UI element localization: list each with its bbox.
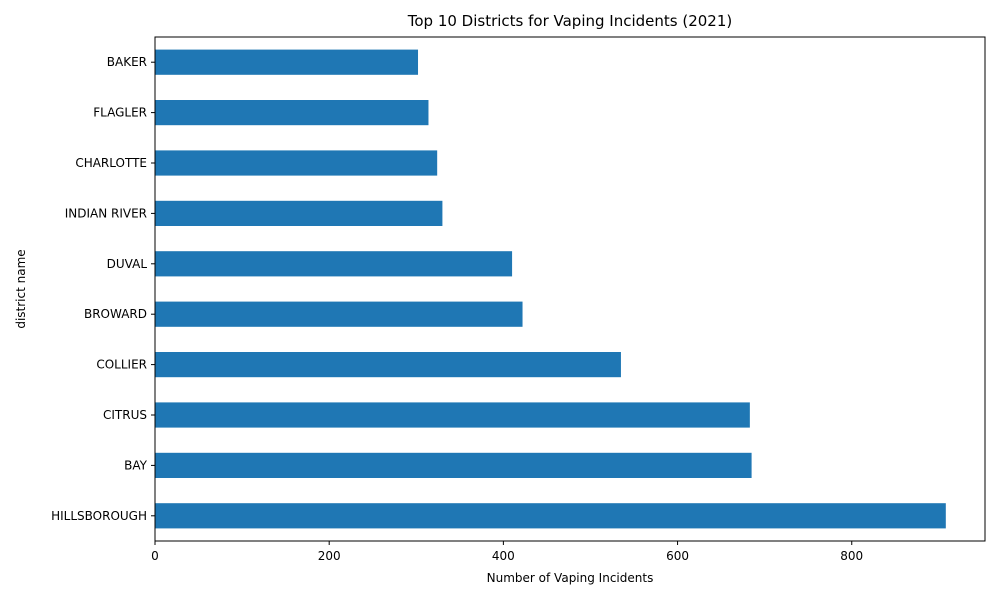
y-tick-label: COLLIER <box>96 358 147 372</box>
y-tick-label: FLAGLER <box>93 106 147 120</box>
plot-frame <box>154 36 986 542</box>
y-tick-label: INDIAN RIVER <box>65 206 147 220</box>
y-axis-label: district name <box>14 249 28 328</box>
bar-citrus <box>155 402 750 428</box>
y-axis: HILLSBOROUGH BAY CITRUS COLLIER BROWARD DUVAL… <box>51 55 155 523</box>
y-tick-label: DUVAL <box>107 257 148 271</box>
bar-bay <box>155 452 752 478</box>
y-tick-label: BAKER <box>107 55 147 69</box>
y-tick-label: BROWARD <box>84 307 147 321</box>
bar-charlotte <box>155 150 438 176</box>
bar-hillsborough <box>155 503 946 529</box>
bar-duval <box>155 251 513 277</box>
bar-flagler <box>155 100 429 126</box>
x-tick-label: 600 <box>666 549 689 563</box>
x-tick-label: 0 <box>151 549 159 563</box>
x-tick-label: 200 <box>318 549 341 563</box>
y-tick-label: HILLSBOROUGH <box>51 509 147 523</box>
chart-title: Top 10 Districts for Vaping Incidents (2… <box>407 12 733 30</box>
bar-broward <box>155 301 523 327</box>
y-tick-label: CITRUS <box>103 408 147 422</box>
bars-layer <box>155 49 946 529</box>
y-tick-label: CHARLOTTE <box>75 156 147 170</box>
bar-collier <box>155 352 621 378</box>
bar-baker <box>155 49 419 75</box>
x-axis-label: Number of Vaping Incidents <box>487 571 654 585</box>
y-tick-label: BAY <box>124 458 148 472</box>
x-tick-label: 400 <box>492 549 515 563</box>
bar-indian-river <box>155 200 443 226</box>
x-axis: 0 200 400 600 800 <box>151 541 863 563</box>
x-tick-label: 800 <box>840 549 863 563</box>
